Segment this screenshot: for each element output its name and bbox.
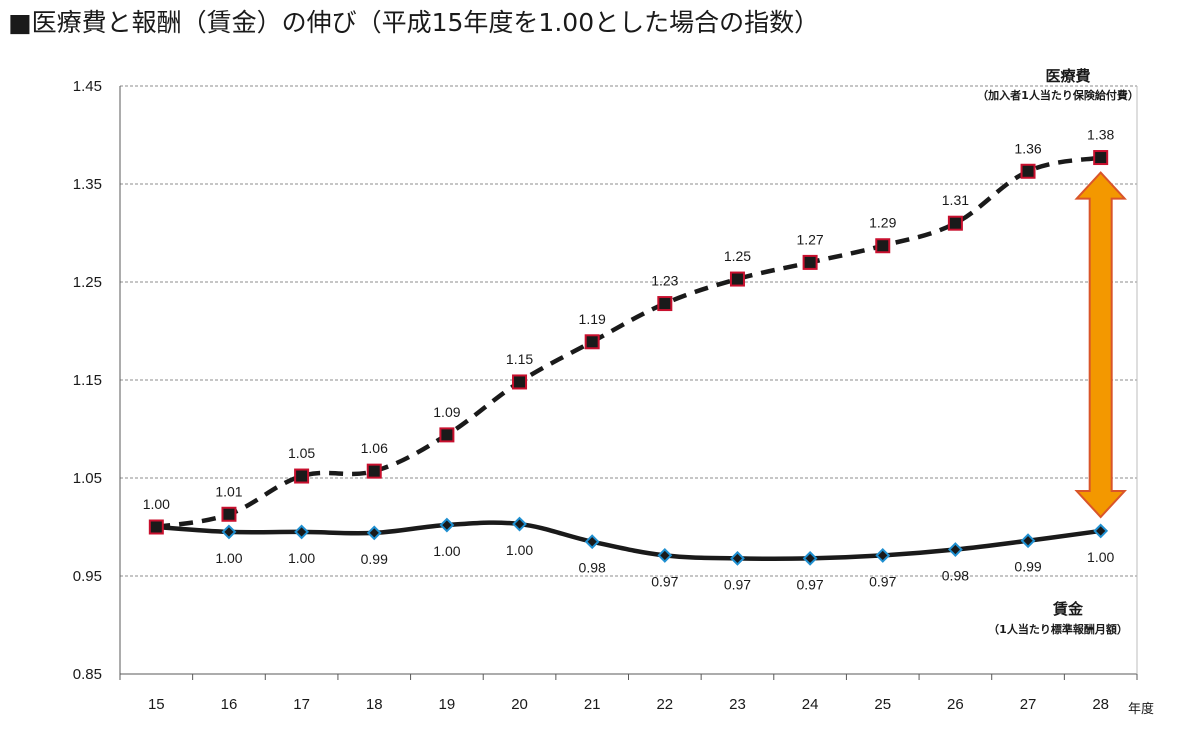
data-label-medical: 1.01 [215,483,242,499]
x-tick-label: 24 [802,696,819,713]
x-tick-label: 15 [148,696,165,713]
axes: 0.85 0.95 1.05 1.15 1.25 1.35 1.45 15 16 17 18 19 20… [73,78,1138,713]
data-label-medical: 1.06 [361,440,388,456]
x-tick-label: 21 [584,696,601,713]
x-tick-label: 20 [511,696,528,713]
data-label-wage: 0.98 [942,568,969,584]
data-label-medical: 1.19 [579,311,606,327]
marker-wage [657,548,673,563]
marker-wage [947,542,963,557]
y-tick-label: 0.95 [73,568,102,585]
chart-title: ■医療費と報酬（賃金）の伸び（平成15年度を1.00とした場合の指数） [8,8,819,37]
marker-medical [947,215,963,231]
series-label-medical: 医療費 [1045,67,1090,85]
data-label-wage: 0.99 [361,551,388,567]
marker-medical [584,334,600,350]
marker-wage [730,550,745,566]
grid [120,85,1137,577]
data-label-wage: 1.00 [1087,549,1114,565]
series-sublabel-medical: （加入者1人当たり保険給付費） [977,88,1139,102]
data-label-medical: 1.23 [651,273,678,289]
data-label-wage: 0.97 [796,576,823,592]
marker-medical [439,427,455,443]
data-label-wage: 1.00 [288,550,315,566]
marker-wage [1093,523,1109,539]
marker-wage [584,534,600,550]
y-tick-label: 1.25 [73,274,102,291]
x-tick-label: 23 [729,696,746,713]
double-arrow-shape [1074,171,1127,519]
x-tick-label: 27 [1020,696,1037,713]
marker-medical [875,238,891,254]
marker-medical [729,271,745,287]
marker-wage [875,548,891,563]
gap-arrow [1074,171,1127,519]
x-tick-label: 22 [656,696,673,713]
x-tick-label: 28 [1092,696,1109,713]
marker-wage [439,517,455,533]
data-label-wage: 1.00 [215,550,242,566]
y-tick-label: 0.85 [73,666,102,683]
data-label-medical: 1.31 [942,192,969,208]
data-label-wage: 0.98 [579,560,606,576]
series-sublabel-wage: （1人当たり標準報酬月額） [988,622,1128,636]
marker-wage [366,525,382,541]
data-labels: 1.00 1.01 1.05 1.06 1.09 1.15 1.19 1.23 1.25 1.27… [143,127,1115,593]
data-label-medical: 1.38 [1087,127,1114,143]
marker-wage [294,524,310,540]
data-label-medical: 1.25 [724,248,751,264]
data-label-medical: 1.00 [143,496,170,512]
y-tick-label: 1.35 [73,176,102,193]
y-tick-label: 1.45 [73,78,102,95]
marker-medical [657,296,673,312]
y-tick-label: 1.15 [73,372,102,389]
x-axis-unit: 年度 [1128,701,1154,717]
data-label-wage: 0.97 [869,573,896,589]
x-tick-label: 26 [947,696,964,713]
marker-medical [366,463,382,479]
data-label-medical: 1.15 [506,351,533,367]
data-label-medical: 1.27 [796,231,823,247]
data-label-medical: 1.05 [288,445,315,461]
data-label-wage: 0.97 [724,576,751,592]
data-label-wage: 1.00 [433,543,460,559]
marker-wage [512,516,527,532]
marker-medical [802,254,818,270]
x-tick-label: 19 [439,696,456,713]
series-label-wage: 賃金 [1052,600,1084,618]
marker-medical [1093,150,1109,166]
data-label-wage: 0.99 [1014,559,1041,575]
data-label-medical: 1.36 [1014,140,1041,156]
marker-wage [221,524,237,540]
marker-medical [294,468,310,484]
marker-medical [221,506,237,522]
data-label-wage: 0.97 [651,573,678,589]
x-tick-label: 25 [874,696,891,713]
marker-medical [512,374,528,390]
x-tick-label: 16 [221,696,238,713]
marker-medical [148,519,164,535]
marker-medical [1020,163,1036,179]
data-label-medical: 1.29 [869,215,896,231]
marker-wage [802,550,818,566]
data-label-wage: 1.00 [506,542,533,558]
x-tick-label: 17 [293,696,310,713]
x-tick-label: 18 [366,696,383,713]
data-label-medical: 1.09 [433,404,460,420]
marker-wage [1020,533,1036,549]
y-tick-label: 1.05 [73,470,102,487]
series-layer [148,150,1109,566]
